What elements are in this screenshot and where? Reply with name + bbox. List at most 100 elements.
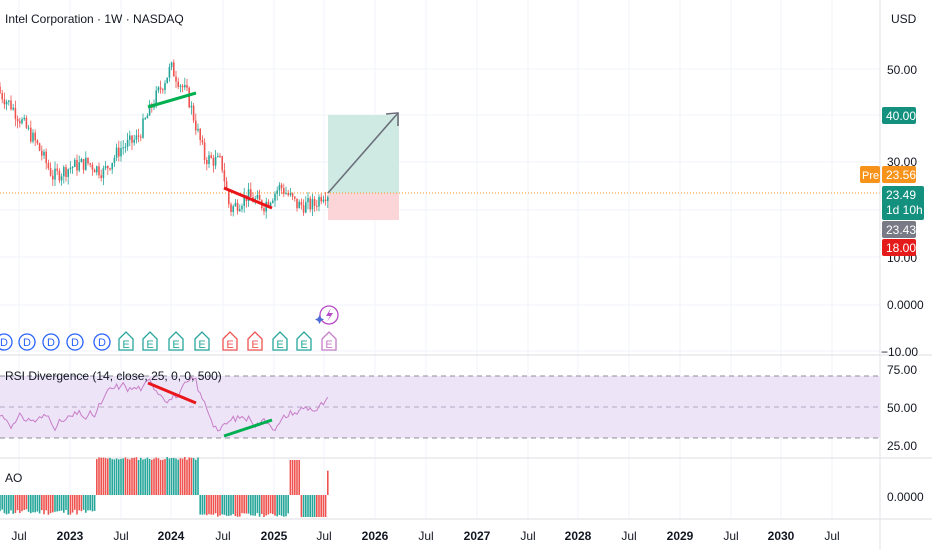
candle-body [102,168,105,179]
event-letter: D [0,337,8,349]
candle-body [115,147,118,158]
ao-bar [129,459,131,495]
price-tick: 50.00 [887,63,917,77]
svg-text:40.00: 40.00 [886,109,916,123]
earnings-event-icon[interactable]: E [142,331,158,351]
earnings-event-icon[interactable]: E [118,331,134,351]
candle-body [47,163,50,169]
ao-bar [122,458,124,495]
candle-body [173,62,175,77]
ao-bar [107,458,109,495]
ao-bar [195,459,197,495]
candle-body [133,139,135,143]
candle-body [256,194,259,199]
ao-bar [232,495,234,515]
dividend-event-icon[interactable]: D [66,333,84,351]
ao-bar [221,495,223,515]
candle-body [0,86,1,94]
ao-bar [197,457,199,495]
candle-body [316,205,318,207]
earnings-event-icon[interactable]: E [296,331,312,351]
ao-bar [214,495,217,514]
candle-body [80,159,83,163]
rsi-panel-title[interactable]: RSI Divergence (14, close, 25, 0, 0, 500… [5,369,222,383]
candle-body [19,121,21,124]
ao-bar [80,495,83,512]
candle-body [280,184,283,189]
candle-body [276,190,278,194]
target-price-badge: 40.00 [882,107,916,124]
time-axis-label: 2026 [362,529,389,543]
earnings-event-icon[interactable]: E [272,331,288,351]
candle-body [313,199,316,206]
ao-bar [3,495,6,514]
dividend-event-icon[interactable]: D [18,333,36,351]
ao-bar [65,495,67,510]
candle-body [137,135,140,137]
ao-bar [52,495,54,513]
ao-bar [155,457,157,495]
candle-body [16,118,19,122]
ao-bar [27,495,30,512]
chart-title[interactable]: Intel Corporation · 1W · NASDAQ [5,12,184,26]
time-axis[interactable]: Jul 2023 Jul 2024 Jul 2025 Jul 2026 Jul 2027 Jul 20… [11,529,839,543]
ao-bar [322,495,325,517]
candle-body [168,66,171,78]
ao-bar [309,495,311,517]
candle-body [272,200,274,203]
candle-body [71,166,74,168]
event-letter: E [251,339,258,351]
ao-bar [82,495,85,510]
ao-bar [131,457,133,495]
candle-body [126,139,129,147]
dividend-event-icon[interactable]: D [0,333,13,351]
price-axis[interactable]: 50.00 30.00 10.00 0.0000 −10.00 [881,63,924,359]
ao-bar [60,495,63,511]
candle-body [69,167,72,170]
ao-bar [98,457,100,495]
event-letter: E [146,339,153,351]
ao-bar [241,495,243,514]
earnings-event-icon[interactable]: E [194,331,210,351]
candle-body [219,155,221,157]
candle-body [318,196,320,207]
ao-bar [113,459,116,495]
candle-body [23,117,25,120]
lightning-event-icon[interactable] [315,305,339,325]
candle-body [212,157,215,166]
candle-body [34,132,36,141]
candle-body [195,120,197,131]
projection-arrow[interactable] [327,112,399,194]
earnings-event-icon[interactable]: E [222,331,238,351]
candle-body [210,155,212,158]
ao-bar [217,495,219,517]
candle-body [21,119,23,124]
earnings-event-icon[interactable]: E [321,331,337,351]
ao-bar [307,495,309,517]
time-axis-label: Jul [824,529,839,543]
ao-bar [173,457,175,495]
dividend-event-icon[interactable]: D [93,333,111,351]
ao-bar [142,459,144,495]
ao-bar [243,495,245,514]
ao-histogram [0,457,329,517]
ao-bar [0,495,1,512]
ao-bar [58,495,61,512]
ao-bar [159,459,162,495]
dividend-event-icon[interactable]: D [42,333,60,351]
earnings-event-icon[interactable]: E [247,331,263,351]
candle-body [203,142,206,161]
event-letter: E [226,339,233,351]
event-letter: E [300,339,307,351]
ao-bar [19,495,21,513]
ao-panel-title[interactable]: AO [5,471,22,485]
candle-body [89,163,91,165]
candle-body [144,118,146,120]
ao-bar [192,458,195,495]
currency-label[interactable]: USD [891,12,917,26]
stop-zone[interactable] [328,193,399,220]
earnings-event-icon[interactable]: E [168,331,184,351]
ao-bar [230,495,232,516]
